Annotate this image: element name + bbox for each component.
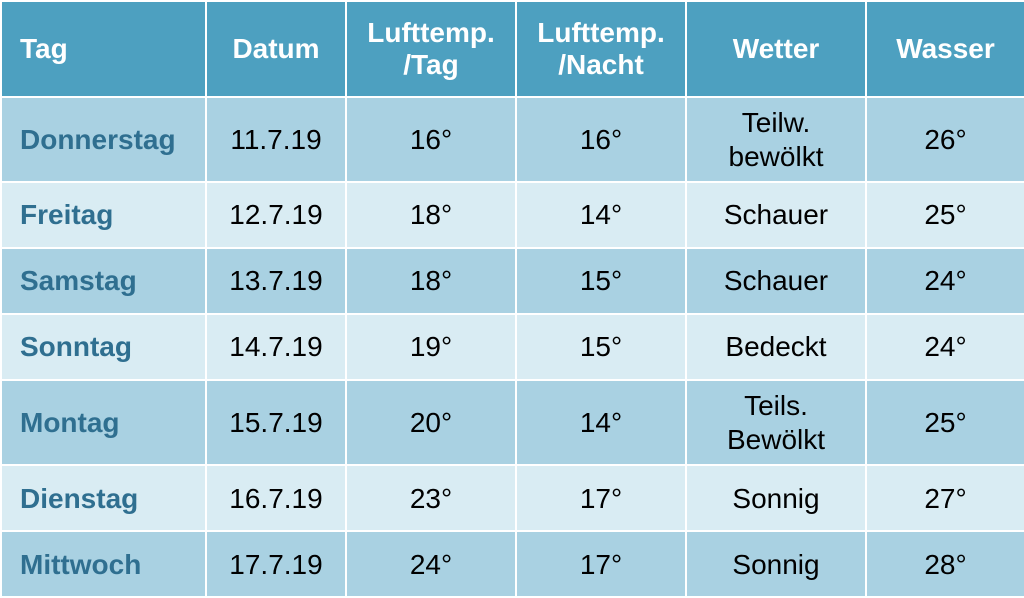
table-header: TagDatumLufttemp. /TagLufttemp. /NachtWe… [1, 1, 1024, 97]
day-cell: Donnerstag [1, 97, 206, 182]
value-cell: Sonnig [686, 531, 866, 597]
table-row: Freitag12.7.1918°14°Schauer25° [1, 182, 1024, 248]
day-cell: Mittwoch [1, 531, 206, 597]
column-header: Wetter [686, 1, 866, 97]
value-cell: 16° [346, 97, 516, 182]
table-body: Donnerstag11.7.1916°16°Teilw. bewölkt26°… [1, 97, 1024, 597]
day-cell: Sonntag [1, 314, 206, 380]
value-cell: 14° [516, 380, 686, 465]
value-cell: Schauer [686, 248, 866, 314]
value-cell: 17° [516, 465, 686, 531]
value-cell: 14° [516, 182, 686, 248]
value-cell: 25° [866, 380, 1024, 465]
value-cell: Teils. Bewölkt [686, 380, 866, 465]
day-cell: Freitag [1, 182, 206, 248]
table-row: Dienstag16.7.1923°17°Sonnig27° [1, 465, 1024, 531]
value-cell: 23° [346, 465, 516, 531]
value-cell: 26° [866, 97, 1024, 182]
day-cell: Montag [1, 380, 206, 465]
column-header: Lufttemp. /Tag [346, 1, 516, 97]
table-row: Samstag13.7.1918°15°Schauer24° [1, 248, 1024, 314]
value-cell: 27° [866, 465, 1024, 531]
table-row: Donnerstag11.7.1916°16°Teilw. bewölkt26° [1, 97, 1024, 182]
table-row: Mittwoch17.7.1924°17°Sonnig28° [1, 531, 1024, 597]
value-cell: 16° [516, 97, 686, 182]
column-header: Wasser [866, 1, 1024, 97]
column-header: Datum [206, 1, 346, 97]
value-cell: 14.7.19 [206, 314, 346, 380]
value-cell: 24° [346, 531, 516, 597]
value-cell: 18° [346, 182, 516, 248]
table-row: Sonntag14.7.1919°15°Bedeckt24° [1, 314, 1024, 380]
value-cell: 28° [866, 531, 1024, 597]
value-cell: 25° [866, 182, 1024, 248]
value-cell: 18° [346, 248, 516, 314]
value-cell: 15° [516, 248, 686, 314]
table-row: Montag15.7.1920°14°Teils. Bewölkt25° [1, 380, 1024, 465]
value-cell: 17° [516, 531, 686, 597]
value-cell: Bedeckt [686, 314, 866, 380]
value-cell: 19° [346, 314, 516, 380]
value-cell: 16.7.19 [206, 465, 346, 531]
value-cell: 24° [866, 248, 1024, 314]
value-cell: 13.7.19 [206, 248, 346, 314]
value-cell: 17.7.19 [206, 531, 346, 597]
value-cell: 12.7.19 [206, 182, 346, 248]
value-cell: 24° [866, 314, 1024, 380]
column-header: Tag [1, 1, 206, 97]
value-cell: 15.7.19 [206, 380, 346, 465]
weather-forecast-table: TagDatumLufttemp. /TagLufttemp. /NachtWe… [0, 0, 1024, 598]
value-cell: Teilw. bewölkt [686, 97, 866, 182]
day-cell: Samstag [1, 248, 206, 314]
value-cell: Sonnig [686, 465, 866, 531]
value-cell: 11.7.19 [206, 97, 346, 182]
value-cell: 20° [346, 380, 516, 465]
column-header: Lufttemp. /Nacht [516, 1, 686, 97]
value-cell: 15° [516, 314, 686, 380]
value-cell: Schauer [686, 182, 866, 248]
day-cell: Dienstag [1, 465, 206, 531]
